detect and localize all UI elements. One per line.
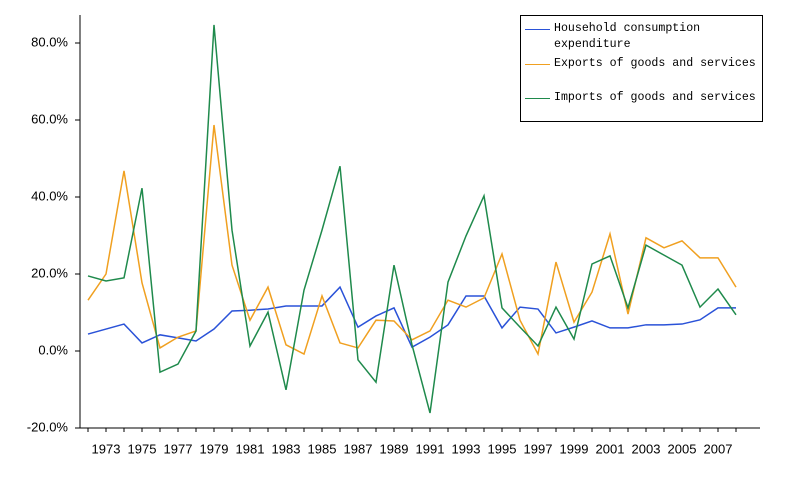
- legend-swatch: [525, 98, 550, 99]
- x-tick-label: 1979: [200, 441, 229, 456]
- x-tick-label: 1989: [380, 441, 409, 456]
- legend-label: Imports of goods and services: [554, 91, 756, 104]
- legend-label: Exports of goods and services: [554, 57, 756, 70]
- y-tick-label: 0.0%: [38, 342, 68, 357]
- legend: Household consumption expenditure Exports…: [520, 15, 763, 122]
- y-tick-label: 80.0%: [31, 34, 68, 49]
- y-tick-label: 60.0%: [31, 111, 68, 126]
- x-tick-label: 1977: [164, 441, 193, 456]
- x-tick-label: 2007: [704, 441, 733, 456]
- x-tick-label: 1991: [416, 441, 445, 456]
- series-line: [87, 285, 736, 349]
- legend-label: Household consumption expenditure: [554, 22, 701, 51]
- x-tick-label: 1981: [236, 441, 265, 456]
- y-tick-label: 40.0%: [31, 188, 68, 203]
- x-tick-label: 2005: [668, 441, 697, 456]
- x-tick-label: 1993: [452, 441, 481, 456]
- legend-entry: Household consumption expenditure: [525, 21, 762, 53]
- x-tick-label: 1997: [524, 441, 553, 456]
- legend-entry: Imports of goods and services: [525, 90, 762, 106]
- x-tick-label: 1999: [560, 441, 589, 456]
- y-tick-label: 20.0%: [31, 265, 68, 280]
- x-tick-label: 1995: [488, 441, 517, 456]
- x-tick-label: 1975: [128, 441, 157, 456]
- x-tick-label: 1985: [308, 441, 337, 456]
- x-tick-label: 1973: [92, 441, 121, 456]
- x-tick-label: 2001: [596, 441, 625, 456]
- y-tick-label: -20.0%: [27, 419, 69, 434]
- legend-swatch: [525, 29, 550, 30]
- series-line: [87, 24, 737, 414]
- x-tick-label: 1983: [272, 441, 301, 456]
- x-tick-label: 2003: [632, 441, 661, 456]
- legend-swatch: [525, 64, 550, 65]
- series-line: [87, 124, 737, 357]
- legend-entry: Exports of goods and services: [525, 56, 762, 72]
- x-tick-label: 1987: [344, 441, 373, 456]
